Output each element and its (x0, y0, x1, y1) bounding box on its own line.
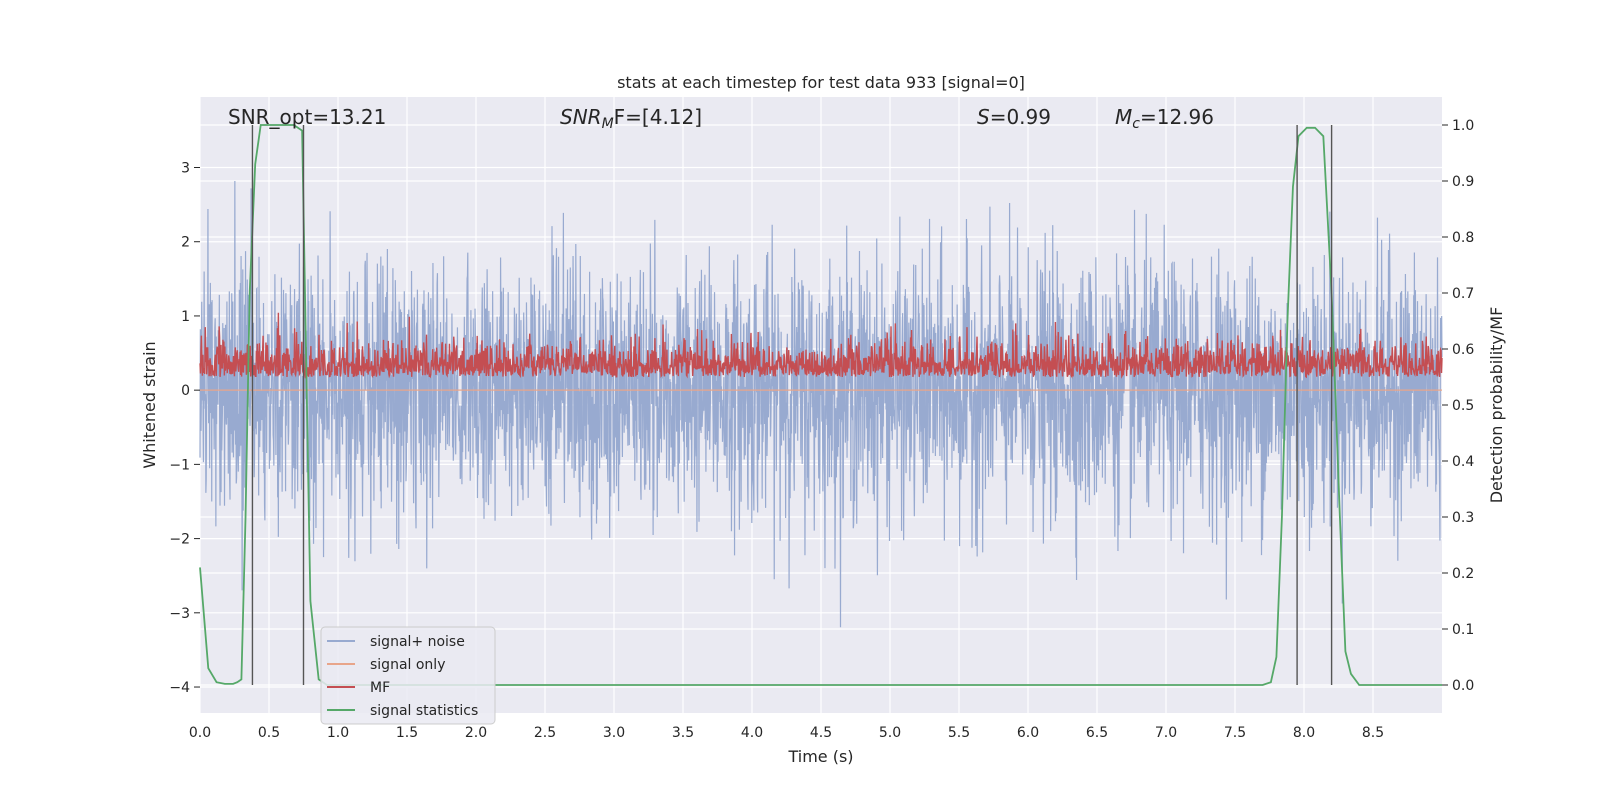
x-tick-label: 1.0 (327, 725, 349, 741)
annotation-snr-mf-symbol: SNR (560, 105, 602, 129)
annotation-mc: Mc=12.96 (1115, 105, 1214, 132)
y-right-tick-label: 0.3 (1452, 510, 1474, 526)
y-right-tick-label: 0.1 (1452, 622, 1474, 638)
axes-layer: 0.0 0.5 1.0 1.5 2.0 2.5 3.0 3.5 4.0 4.5 5.0 5.5 6.0 6… (169, 118, 1474, 741)
data-layer (199, 124, 1443, 686)
annotation-snr-mf-subscript: M (602, 116, 614, 132)
y-axis-label: Whitened strain (140, 341, 159, 468)
x-tick-label: 3.5 (672, 725, 694, 741)
y-right-tick-label: 0.6 (1452, 342, 1474, 358)
y-right-tick-label: 0.2 (1452, 566, 1474, 582)
annotation-s-symbol: S (977, 105, 990, 129)
legend-label: signal only (370, 657, 445, 673)
y-tick-label: −2 (169, 532, 190, 548)
chart-title: stats at each timestep for test data 933… (617, 73, 1025, 92)
x-tick-label: 2.5 (534, 725, 556, 741)
annotation-s-value: =0.99 (990, 105, 1051, 129)
y-tick-label: 0 (181, 383, 190, 399)
y-tick-label: −1 (169, 457, 190, 473)
annotation-snr-mf: SNRMF=[4.12] (560, 105, 702, 132)
x-tick-label: 1.5 (396, 725, 418, 741)
y-tick-label: −3 (169, 606, 190, 622)
annotation-mc-value: =12.96 (1140, 105, 1214, 129)
x-tick-label: 0.0 (189, 725, 211, 741)
legend-label: signal statistics (370, 703, 478, 719)
x-tick-label: 6.0 (1017, 725, 1039, 741)
y-tick-label: 1 (181, 309, 190, 325)
legend-label: MF (370, 680, 390, 696)
y-tick-label: 2 (181, 235, 190, 251)
x-tick-label: 3.0 (603, 725, 625, 741)
annotation-snr-mf-value: F=[4.12] (614, 105, 702, 129)
legend: signal+ noise signal only MF signal statist… (320, 626, 496, 725)
annotation-mc-subscript: c (1132, 116, 1140, 132)
y-right-tick-label: 0.5 (1452, 398, 1474, 414)
x-tick-label: 8.0 (1293, 725, 1315, 741)
legend-label: signal+ noise (370, 634, 465, 650)
annotation-s: S=0.99 (977, 105, 1051, 129)
x-tick-label: 7.5 (1224, 725, 1246, 741)
y-right-tick-label: 0.0 (1452, 678, 1474, 694)
annotation-snr-opt: SNR_opt=13.21 (228, 105, 386, 129)
series-mf-line (199, 312, 1443, 379)
y-right-tick-label: 0.7 (1452, 286, 1474, 302)
y-right-axis-label: Detection probability/MF (1487, 307, 1506, 504)
y-right-tick-label: 0.4 (1452, 454, 1474, 470)
x-tick-label: 5.5 (948, 725, 970, 741)
annotation-mc-symbol: M (1115, 105, 1132, 129)
legend-box (320, 626, 496, 725)
x-tick-label: 4.5 (810, 725, 832, 741)
y-right-tick-label: 0.9 (1452, 174, 1474, 190)
x-tick-label: 0.5 (258, 725, 280, 741)
series-signal-noise-line (199, 181, 1443, 628)
x-tick-label: 2.0 (465, 725, 487, 741)
x-tick-label: 4.0 (741, 725, 763, 741)
series-signal-statistics-line (199, 124, 1442, 686)
y-right-tick-label: 0.8 (1452, 230, 1474, 246)
y-tick-label: −4 (169, 680, 190, 696)
y-right-tick-label: 1.0 (1452, 118, 1474, 134)
x-tick-label: 5.0 (879, 725, 901, 741)
x-tick-label: 7.0 (1155, 725, 1177, 741)
y-tick-label: 3 (181, 161, 190, 177)
x-axis-label: Time (s) (787, 747, 853, 766)
x-tick-label: 8.5 (1362, 725, 1384, 741)
x-tick-label: 6.5 (1086, 725, 1108, 741)
